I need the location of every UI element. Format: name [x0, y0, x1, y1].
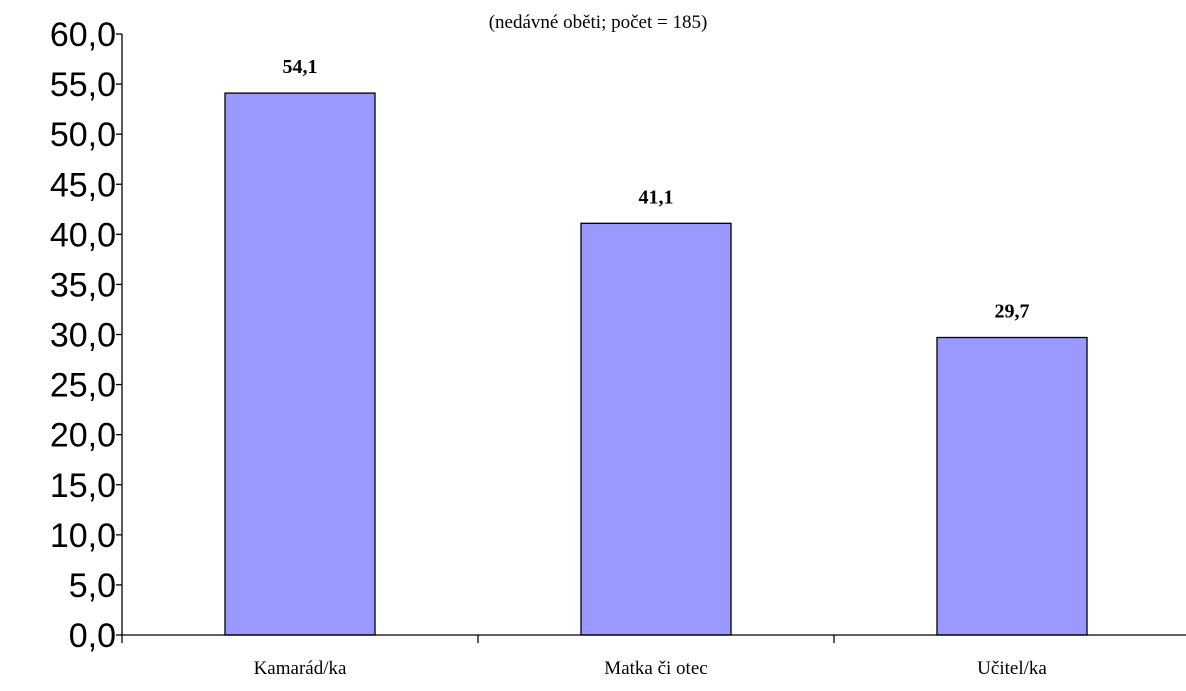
- x-tick-label: Kamarád/ka: [254, 658, 347, 679]
- bars: [224, 92, 1088, 636]
- chart-subtitle: (nedávné oběti; počet = 185): [489, 12, 708, 33]
- y-tick-label: 10,0: [50, 517, 116, 555]
- y-tick-label: 5,0: [69, 567, 116, 605]
- y-tick-label: 55,0: [50, 66, 116, 104]
- data-label: 41,1: [639, 186, 674, 208]
- y-tick-label: 0,0: [69, 617, 116, 655]
- data-label: 29,7: [995, 301, 1030, 323]
- y-tick-label: 20,0: [50, 417, 116, 455]
- y-tick-label: 60,0: [50, 16, 116, 54]
- bar: [936, 336, 1088, 636]
- x-tick-label: Matka či otec: [604, 658, 707, 679]
- data-labels: 54,1 41,1 29,7: [283, 56, 1030, 322]
- y-tick-label: 40,0: [50, 216, 116, 254]
- y-tick-label: 50,0: [50, 116, 116, 154]
- bar: [580, 222, 732, 636]
- y-tick-label: 30,0: [50, 317, 116, 355]
- x-axis: Kamarád/ka Matka či otec Učitel/ka: [121, 634, 1186, 679]
- y-tick-label: 25,0: [50, 367, 116, 405]
- data-label: 54,1: [283, 56, 318, 78]
- y-axis: 0,0 5,0 10,0 15,0 20,0 25,0 30,0 35,0 40,0 45,0 50…: [50, 16, 123, 655]
- y-tick-label: 15,0: [50, 467, 116, 505]
- y-tick-label: 35,0: [50, 266, 116, 304]
- x-tick-label: Učitel/ka: [977, 658, 1047, 679]
- bar: [224, 92, 376, 636]
- y-tick-label: 45,0: [50, 166, 116, 204]
